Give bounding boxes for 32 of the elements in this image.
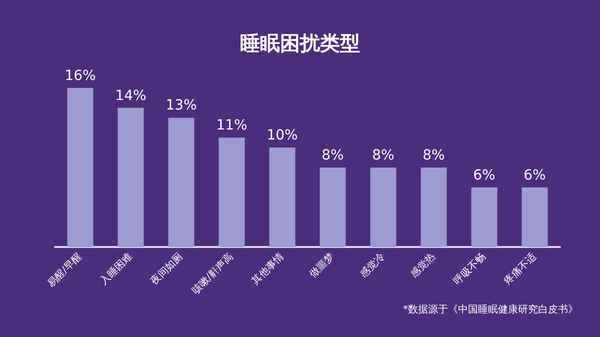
x-tick-label: 夜间如厕 (148, 250, 186, 288)
bar (269, 148, 296, 247)
data-label: 8% (372, 147, 394, 164)
x-tick-label: 易醒/早醒 (46, 251, 84, 290)
bar (522, 187, 548, 247)
chart-title: 睡眠困扰类型 (240, 31, 360, 55)
bar (471, 187, 498, 247)
data-label: 13% (166, 98, 197, 114)
data-label: 6% (524, 167, 546, 184)
x-tick-label: 感觉热 (408, 250, 438, 280)
bar (320, 167, 346, 247)
bar (118, 108, 144, 247)
bar (67, 88, 94, 247)
x-tick-label: 咳嗽/鼾声高 (189, 250, 236, 297)
bar (420, 167, 447, 247)
bar (168, 118, 194, 247)
data-label: 8% (422, 147, 445, 164)
bar (370, 167, 396, 247)
data-label: 14% (115, 88, 146, 104)
x-tick-label: 感觉冷 (357, 250, 388, 280)
data-label: 6% (473, 167, 496, 184)
x-tick-label: 疼痛不适 (502, 250, 539, 288)
bar (218, 138, 245, 247)
x-tick-label: 呼吸不畅 (451, 250, 488, 288)
data-label: 16% (64, 68, 96, 84)
data-label: 11% (216, 118, 248, 134)
text: *数据源于《中国睡眠健康研究白皮书》 (403, 304, 578, 316)
data-label: 10% (266, 128, 298, 144)
x-tick-label: 其他事情 (249, 250, 286, 288)
data-label: 8% (322, 147, 344, 164)
x-tick-label: 入睡困难 (98, 250, 135, 288)
x-tick-label: 做噩梦 (306, 250, 337, 280)
